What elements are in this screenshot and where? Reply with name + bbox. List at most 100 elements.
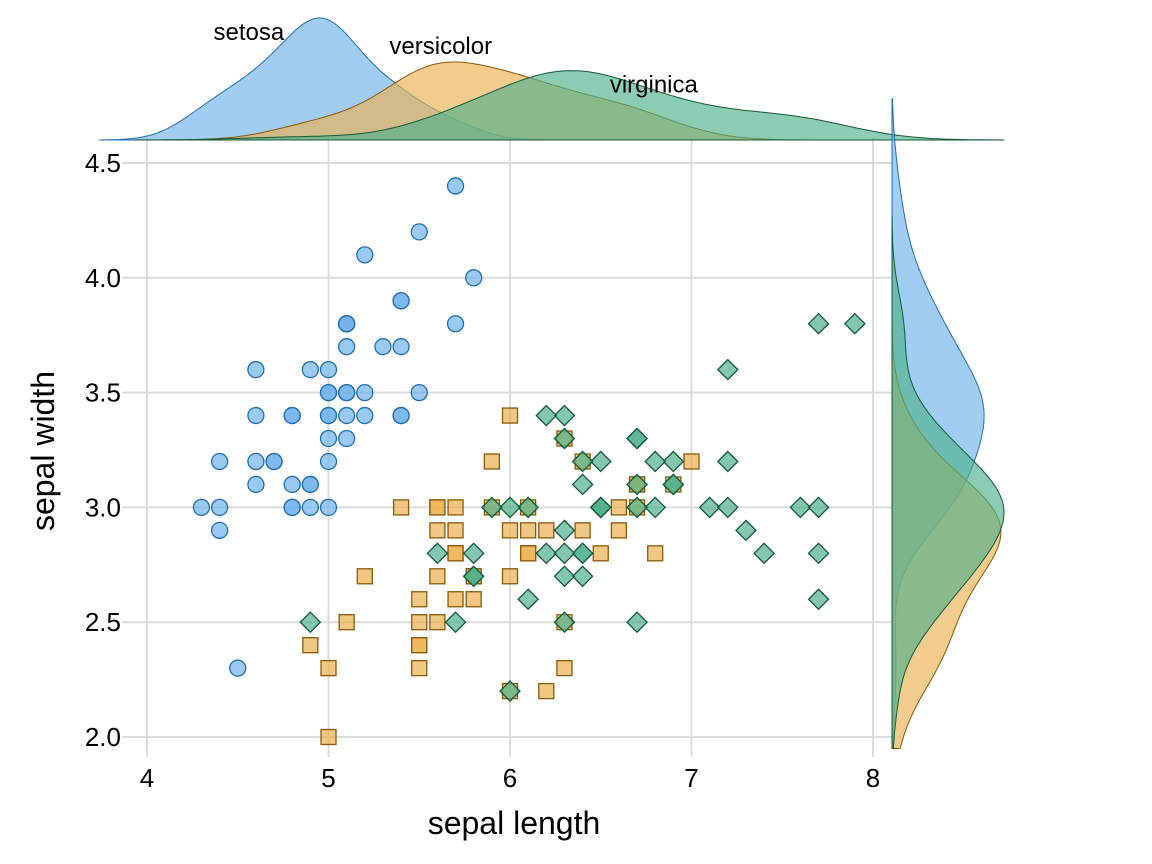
point-versicolor (411, 614, 428, 631)
point-versicolor (501, 407, 519, 424)
point-versicolor (392, 499, 410, 516)
x-tick-labels: 4 5 6 7 8 (140, 763, 880, 793)
x-tick-label: 7 (684, 763, 698, 793)
y-tick-label: 3.0 (85, 492, 121, 522)
point-virginica (807, 312, 830, 335)
point-virginica (644, 450, 667, 473)
grid (122, 138, 892, 757)
point-virginica (499, 496, 521, 519)
point-setosa (374, 338, 392, 356)
point-virginica (571, 473, 594, 496)
point-versicolor (411, 659, 428, 677)
y-tick-label: 2.0 (85, 722, 121, 752)
point-setosa (337, 315, 356, 333)
point-virginica (626, 496, 648, 519)
point-virginica (553, 404, 576, 427)
point-virginica (626, 611, 648, 634)
point-virginica (553, 565, 576, 588)
point-versicolor (447, 522, 464, 539)
point-virginica (716, 358, 739, 381)
point-virginica (807, 496, 830, 519)
point-versicolor (520, 545, 537, 562)
point-virginica (553, 542, 576, 565)
point-versicolor (447, 591, 464, 608)
x-tick-label: 8 (866, 763, 880, 793)
point-setosa (319, 498, 338, 517)
point-virginica (535, 542, 558, 565)
y-tick-label: 3.5 (85, 378, 121, 408)
point-setosa (301, 360, 320, 379)
point-virginica (753, 542, 776, 565)
point-virginica (698, 496, 721, 519)
point-versicolor (647, 545, 664, 562)
scatter-points (192, 177, 866, 746)
point-virginica (571, 565, 594, 588)
point-setosa (247, 452, 265, 471)
point-setosa (446, 177, 465, 195)
point-versicolor (320, 728, 337, 746)
point-versicolor (538, 682, 555, 700)
point-virginica (571, 450, 594, 473)
point-setosa (337, 429, 356, 448)
point-setosa (410, 383, 428, 402)
point-virginica (716, 450, 739, 473)
point-versicolor (429, 499, 446, 516)
point-virginica (517, 496, 540, 519)
point-setosa (283, 406, 301, 425)
point-virginica (444, 611, 467, 634)
point-virginica (662, 473, 685, 496)
point-virginica (843, 312, 866, 335)
point-versicolor (411, 637, 428, 654)
point-versicolor (411, 591, 428, 608)
point-setosa (356, 406, 374, 425)
point-setosa (337, 338, 356, 356)
point-setosa (392, 406, 410, 425)
point-setosa (210, 521, 229, 540)
point-setosa (410, 223, 428, 241)
point-virginica (626, 427, 648, 450)
point-virginica (735, 519, 757, 542)
point-versicolor (302, 637, 319, 654)
point-setosa (265, 452, 283, 471)
y-axis-label: sepal width (25, 371, 61, 531)
point-setosa (392, 292, 410, 310)
point-versicolor (556, 659, 573, 677)
point-versicolor (574, 522, 591, 539)
y-tick-labels: 2.0 2.5 3.0 3.5 4.0 4.5 (85, 148, 121, 752)
point-virginica (807, 542, 830, 565)
top-marginal-density: setosa versicolor virginica (99, 17, 1005, 141)
point-virginica (626, 473, 648, 496)
point-virginica (299, 611, 322, 634)
point-setosa (337, 406, 356, 425)
point-versicolor (501, 522, 519, 539)
point-virginica (589, 496, 612, 519)
y-tick-label: 4.5 (85, 148, 121, 178)
point-setosa (319, 360, 338, 379)
point-virginica (662, 450, 685, 473)
point-virginica (644, 496, 667, 519)
point-versicolor (447, 545, 464, 562)
density-label-versicolor: versicolor (389, 33, 492, 60)
point-virginica (462, 565, 485, 588)
point-virginica (553, 611, 576, 634)
point-virginica (571, 542, 594, 565)
point-setosa (446, 315, 465, 333)
point-versicolor (429, 522, 446, 539)
x-axis-label: sepal length (428, 805, 601, 841)
point-setosa (301, 475, 320, 494)
point-setosa (247, 360, 265, 379)
point-virginica (499, 680, 521, 702)
point-versicolor (610, 499, 628, 516)
point-virginica (517, 588, 540, 611)
point-versicolor (356, 568, 373, 585)
point-setosa (283, 498, 301, 517)
point-virginica (426, 542, 449, 565)
point-setosa (356, 383, 374, 402)
point-versicolor (338, 614, 355, 631)
point-setosa (319, 429, 338, 448)
x-tick-label: 6 (503, 763, 517, 793)
point-versicolor (592, 545, 609, 562)
point-setosa (210, 452, 229, 471)
point-setosa (319, 452, 338, 471)
